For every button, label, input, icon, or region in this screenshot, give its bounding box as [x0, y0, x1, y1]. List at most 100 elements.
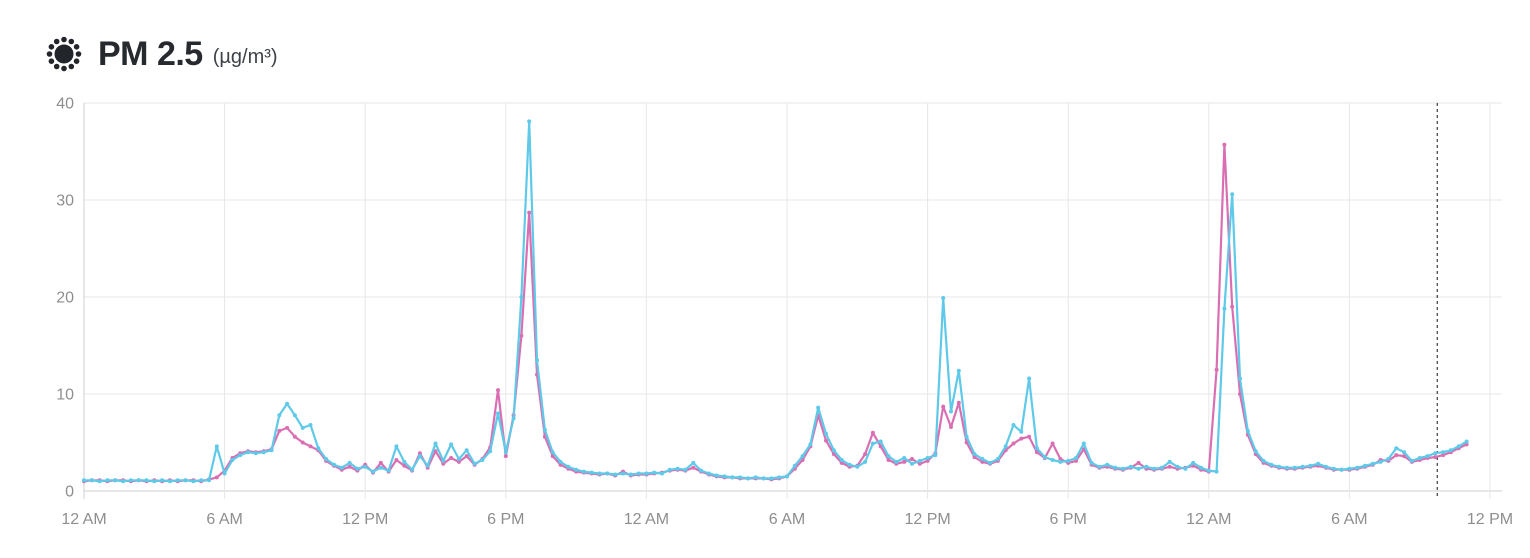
data-point: [128, 478, 133, 483]
data-point: [1230, 192, 1235, 197]
data-point: [816, 405, 821, 410]
data-point: [238, 453, 243, 458]
data-point: [246, 450, 250, 455]
data-point: [261, 450, 266, 455]
data-point: [496, 388, 500, 393]
data-point: [753, 475, 758, 480]
data-point: [1034, 450, 1039, 455]
data-point: [597, 471, 602, 476]
data-point: [1355, 465, 1360, 470]
data-point: [417, 451, 422, 456]
data-point: [1324, 464, 1328, 469]
data-point: [1183, 466, 1188, 471]
data-point: [1316, 461, 1321, 466]
data-point: [886, 454, 891, 459]
data-point: [1136, 466, 1141, 471]
data-point: [621, 471, 625, 476]
data-point: [449, 456, 454, 460]
data-point: [628, 472, 633, 477]
data-point: [1105, 462, 1110, 467]
data-point: [699, 468, 704, 473]
data-point: [917, 458, 922, 463]
data-point: [917, 461, 922, 466]
data-point: [636, 471, 641, 476]
data-point: [808, 442, 813, 447]
data-point: [855, 464, 860, 469]
data-point: [433, 441, 438, 446]
data-point: [910, 461, 914, 466]
data-point: [581, 469, 586, 474]
data-point: [1394, 446, 1399, 451]
data-point: [941, 296, 946, 300]
data-point: [183, 478, 188, 483]
data-point: [1261, 458, 1266, 463]
data-point: [1152, 466, 1157, 471]
data-point: [222, 471, 227, 476]
data-point: [863, 452, 868, 457]
series-line-cyan: [82, 120, 1468, 483]
data-point: [761, 476, 766, 481]
data-point: [1175, 464, 1180, 469]
data-point: [933, 453, 938, 458]
data-point: [894, 459, 899, 464]
data-point: [1370, 461, 1375, 466]
data-point: [1339, 467, 1344, 472]
data-point: [745, 476, 750, 481]
data-point: [503, 450, 508, 455]
data-point: [1144, 464, 1149, 469]
data-point: [1167, 464, 1172, 469]
data-point: [160, 478, 165, 483]
data-point: [691, 460, 696, 465]
data-point: [253, 451, 258, 456]
data-point: [113, 478, 118, 483]
x-tick-label: 6 PM: [487, 511, 524, 528]
data-point: [1253, 449, 1258, 454]
x-tick-label: 12 PM: [342, 511, 388, 528]
data-point: [378, 465, 383, 470]
data-point: [199, 478, 204, 483]
data-point: [105, 478, 110, 483]
data-point: [464, 448, 469, 453]
data-point: [613, 472, 618, 477]
data-point: [714, 473, 719, 478]
data-point: [449, 442, 454, 447]
particulate-icon: [44, 34, 84, 74]
data-point: [706, 471, 711, 476]
data-point: [683, 467, 688, 472]
data-point: [1378, 459, 1383, 464]
data-point: [972, 452, 977, 457]
data-point: [441, 458, 446, 463]
data-point: [1245, 428, 1250, 433]
data-point: [1089, 460, 1094, 465]
data-point: [824, 431, 828, 436]
data-point: [386, 468, 391, 473]
data-point: [1159, 465, 1164, 470]
data-point: [1363, 463, 1367, 468]
data-point: [902, 459, 907, 464]
data-point: [535, 358, 539, 363]
data-point: [964, 434, 969, 439]
data-point: [652, 470, 657, 475]
y-axis-labels: 0 10 20 30 40: [56, 96, 74, 501]
data-point: [1011, 423, 1016, 427]
data-point: [519, 295, 524, 299]
data-point: [691, 465, 696, 470]
data-point: [308, 444, 313, 449]
x-tick-label: 6 AM: [769, 511, 805, 528]
data-point: [230, 458, 235, 462]
data-point: [433, 449, 438, 454]
data-point: [1441, 453, 1446, 458]
data-point: [394, 444, 399, 449]
x-axis-labels: 12 AM 6 AM 12 PM 6 PM 12 AM 6 AM 12 PM 6 PM 12 A…: [61, 511, 1512, 528]
data-point: [1331, 466, 1336, 471]
data-point: [300, 440, 305, 445]
data-point: [1214, 367, 1219, 372]
data-point: [378, 460, 383, 465]
data-point: [347, 464, 352, 469]
data-point: [97, 479, 102, 484]
data-point: [1448, 448, 1453, 453]
data-point: [527, 210, 532, 215]
data-point: [277, 413, 282, 418]
